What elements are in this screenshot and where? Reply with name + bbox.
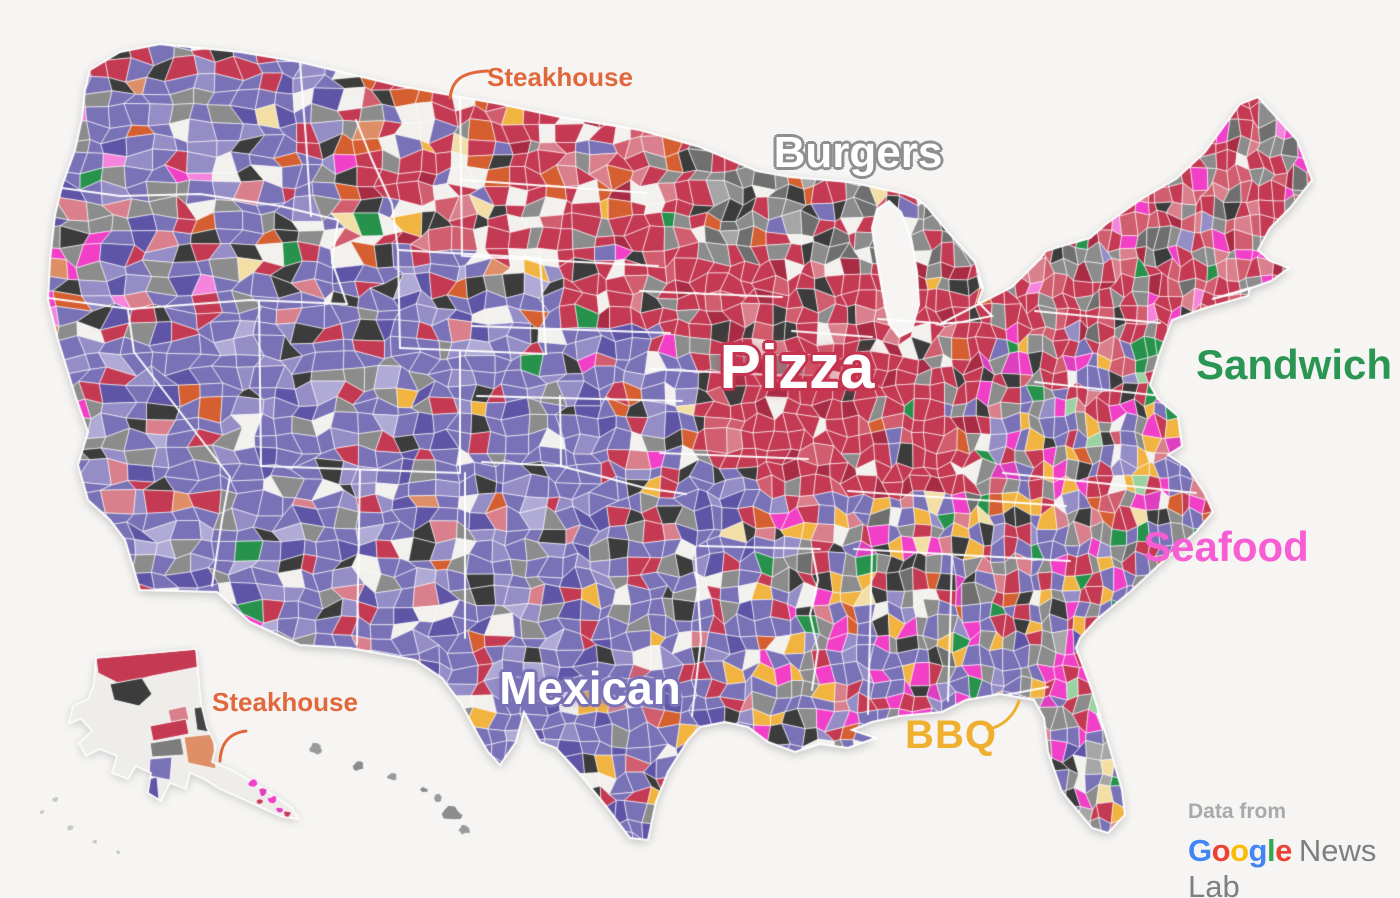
google-letter: o xyxy=(1230,833,1249,868)
attribution-brand: Google News Lab xyxy=(1188,833,1400,898)
google-letter: e xyxy=(1275,833,1292,868)
google-wordmark: Google xyxy=(1188,833,1292,868)
google-letter: l xyxy=(1266,833,1276,868)
label-bbq: BBQ xyxy=(905,713,997,757)
google-letter: o xyxy=(1211,833,1231,868)
attribution-prefix: Data from xyxy=(1188,800,1287,823)
google-letter: g xyxy=(1248,833,1268,868)
label-steakhouse-north: Steakhouse xyxy=(487,62,633,92)
label-mexican: Mexican xyxy=(499,662,681,714)
attribution: Data from Google News Lab xyxy=(1188,800,1400,898)
label-steakhouse-alaska: Steakhouse xyxy=(212,687,358,717)
google-letter: G xyxy=(1188,833,1212,868)
label-sandwich: Sandwich xyxy=(1195,341,1393,388)
attribution-suffix: News Lab xyxy=(1188,833,1377,898)
label-pizza: Pizza xyxy=(719,333,875,402)
label-burgers: Burgers xyxy=(773,128,943,177)
label-seafood: Seafood xyxy=(1143,523,1309,570)
